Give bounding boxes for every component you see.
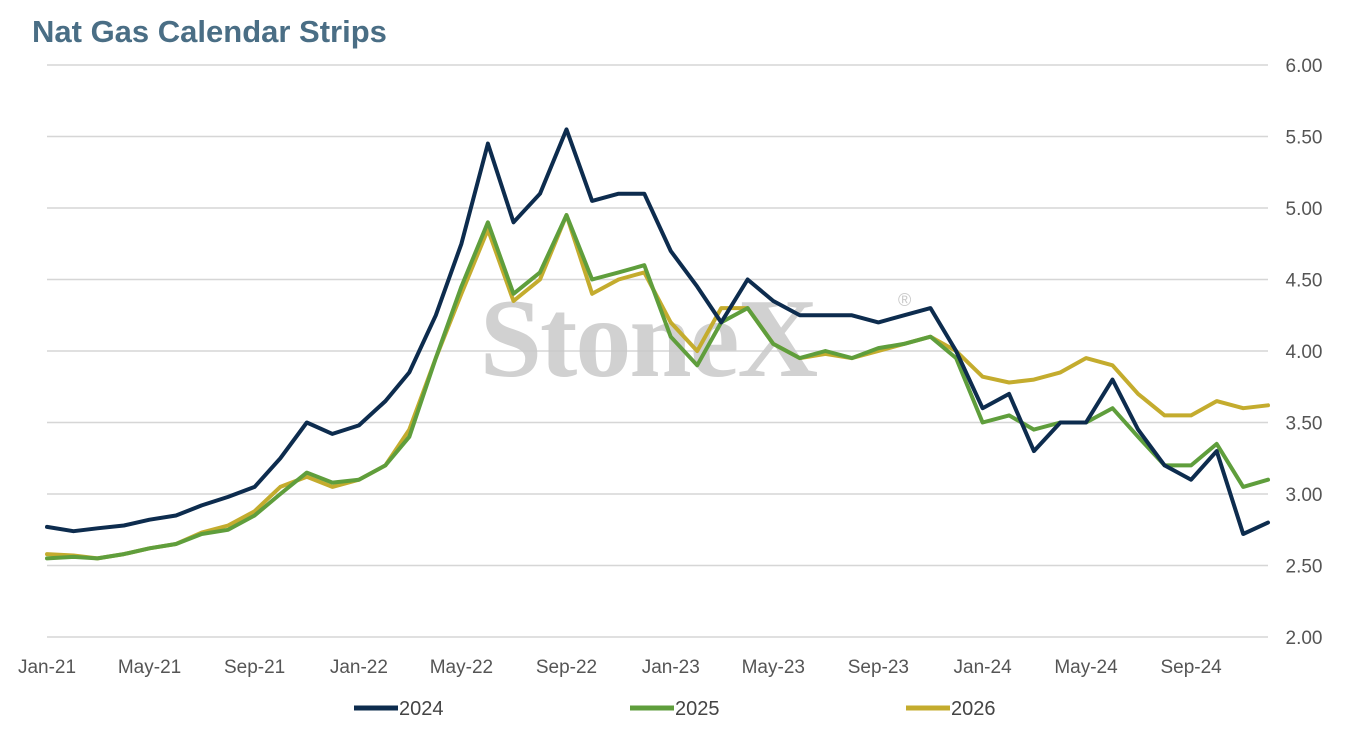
x-tick-label: May-23 [742,657,805,678]
y-tick-label: 5.00 [1286,199,1323,220]
x-axis-tick-labels: Jan-21 May-21 Sep-21 Jan-22 May-22 Sep-22 Jan-… [18,657,1222,678]
x-tick-label: Sep-23 [848,657,909,678]
y-tick-label: 2.50 [1286,557,1323,578]
legend-label-2025: 2025 [675,698,720,720]
x-tick-label: May-21 [118,657,181,678]
x-tick-label: Jan-24 [954,657,1013,678]
x-tick-label: Jan-22 [330,657,388,678]
series-lines [45,127,1270,561]
y-tick-label: 4.00 [1286,342,1323,363]
y-tick-label: 4.50 [1286,271,1323,292]
watermark-registered-mark: ® [898,290,911,310]
y-tick-label: 3.50 [1286,414,1323,435]
series-line-2024 [45,127,1270,536]
grid-lines [47,64,1268,638]
x-tick-label: May-24 [1054,657,1118,678]
legend-label-2024: 2024 [399,698,444,720]
y-tick-label: 2.00 [1286,628,1323,649]
x-tick-label: May-22 [430,657,493,678]
y-tick-label: 3.00 [1286,485,1323,506]
x-tick-label: Sep-21 [224,657,285,678]
y-axis-tick-labels: 6.00 5.50 5.00 4.50 4.00 3.50 3.00 2.50 2.00 [1286,56,1323,649]
watermark: StoneX ® [480,277,912,401]
chart-title: Nat Gas Calendar Strips [32,14,387,49]
x-tick-label: Sep-24 [1160,657,1222,678]
watermark-text: StoneX [480,277,818,401]
y-tick-label: 5.50 [1286,128,1323,149]
x-tick-label: Sep-22 [536,657,597,678]
y-tick-label: 6.00 [1286,56,1323,77]
x-tick-label: Jan-23 [642,657,700,678]
legend: 2024 2025 2026 [354,698,996,720]
legend-label-2026: 2026 [951,698,996,720]
x-tick-label: Jan-21 [18,657,76,678]
